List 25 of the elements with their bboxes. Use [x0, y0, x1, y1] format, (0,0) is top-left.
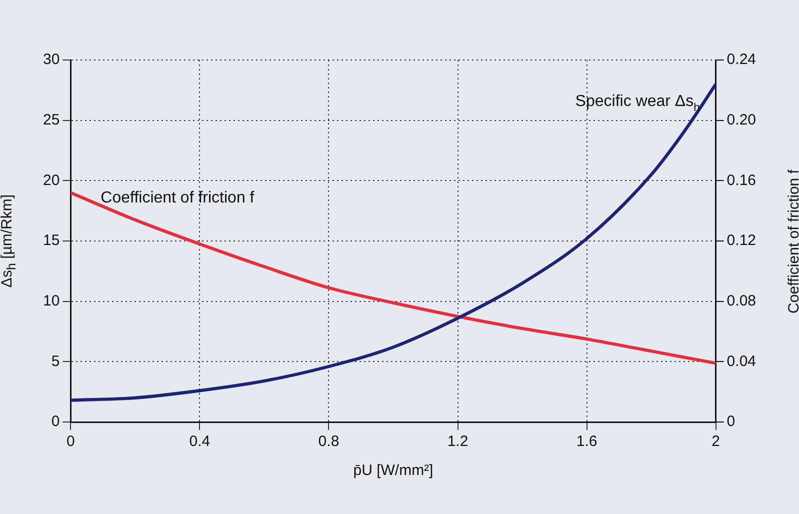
y-tick-label: 5 — [51, 352, 60, 370]
y-tick-label: 15 — [42, 232, 60, 250]
x-tick-label: 1.6 — [576, 433, 598, 450]
y2-tick-label: 0.16 — [726, 172, 756, 189]
x-tick-label: 2 — [712, 433, 720, 450]
y2-axis-title: Coefficient of friction f — [785, 169, 799, 313]
y-tick-label: 20 — [42, 172, 60, 189]
y2-tick-label: 0.04 — [726, 352, 756, 370]
y-tick-label: 0 — [51, 413, 60, 430]
x-tick-label: 0.8 — [318, 433, 340, 450]
y2-tick-label: 0.20 — [726, 111, 756, 128]
y2-tick-label: 0.24 — [726, 51, 756, 68]
y-tick-label: 25 — [42, 111, 60, 128]
x-tick-label: 1.2 — [447, 433, 468, 450]
series-label: Coefficient of friction f — [100, 190, 255, 207]
x-tick-label: 0 — [66, 433, 75, 450]
x-tick-label: 0.4 — [189, 433, 210, 450]
y2-tick-label: 0.12 — [726, 232, 756, 250]
y-tick-label: 10 — [42, 292, 60, 310]
y-tick-label: 30 — [42, 51, 60, 68]
x-axis-title: p̄U [W/mm²] — [353, 462, 434, 479]
line-series — [70, 191, 716, 365]
line-series — [70, 82, 716, 402]
y2-tick-label: 0.08 — [726, 292, 756, 310]
y2-tick-label: 0 — [726, 413, 736, 430]
